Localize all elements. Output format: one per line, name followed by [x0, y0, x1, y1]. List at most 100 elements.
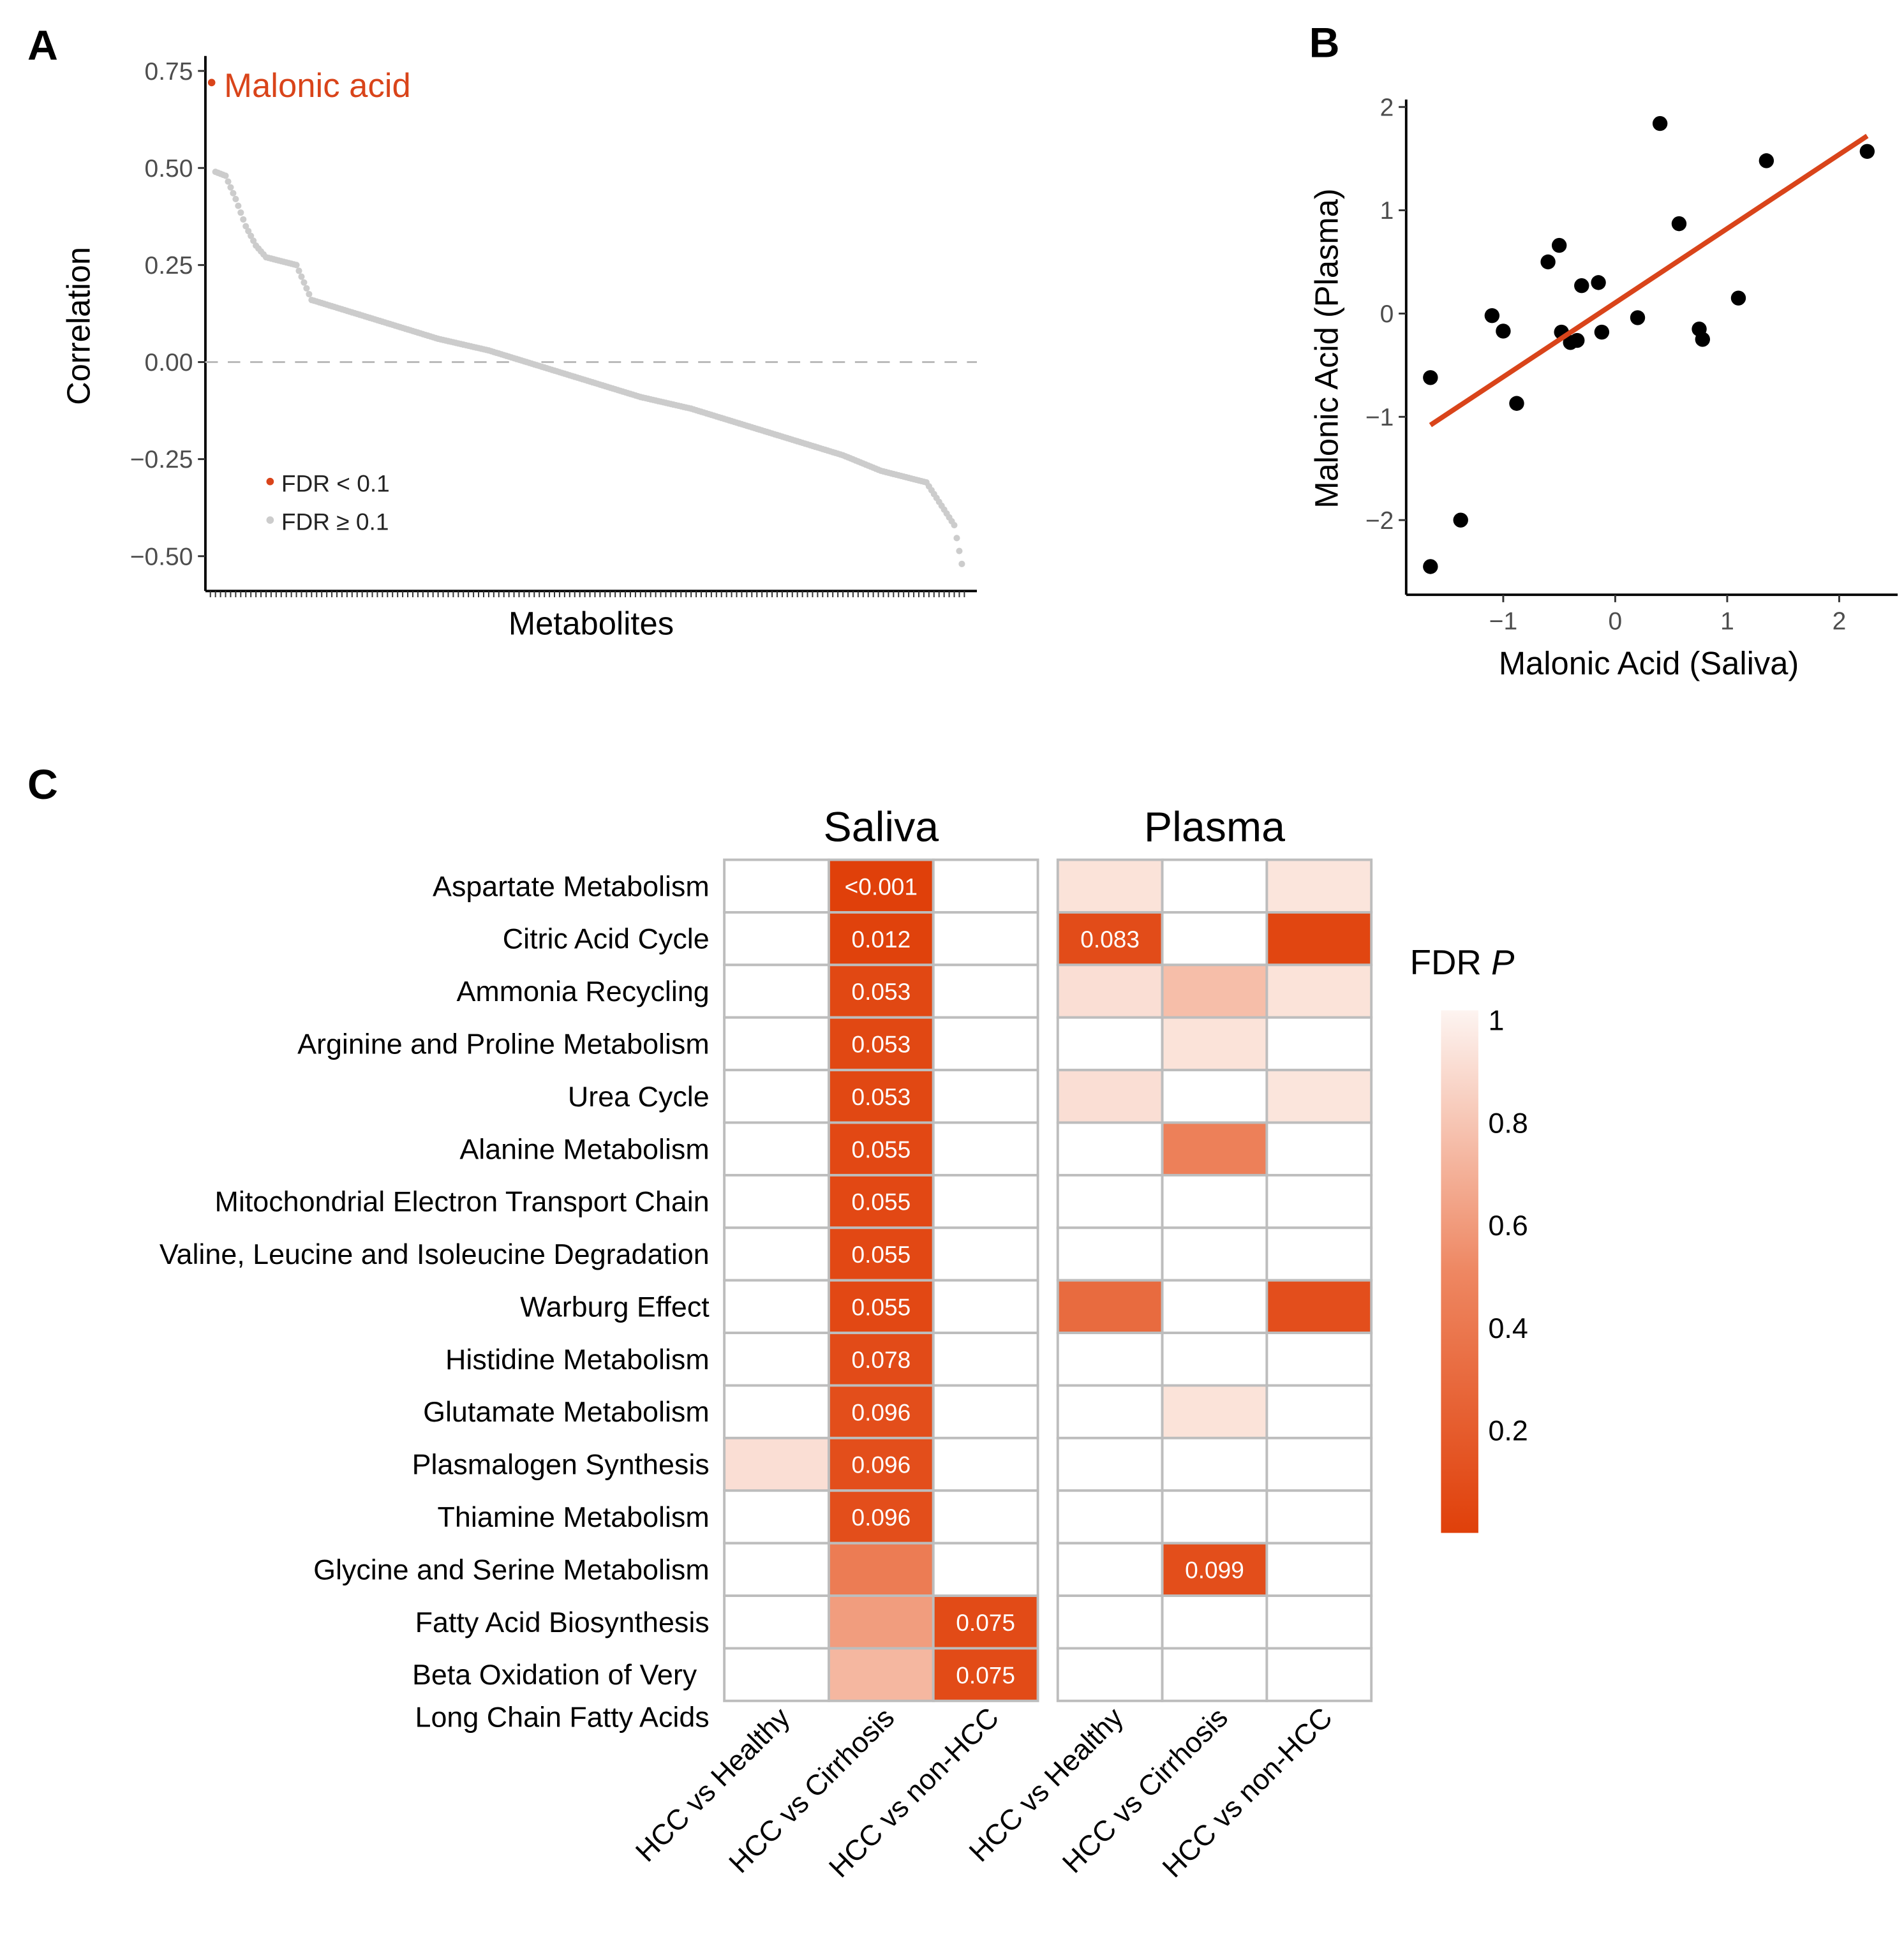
- heatmap-cell: [1265, 1121, 1373, 1177]
- cell-value-label: 0.055: [851, 1189, 911, 1215]
- cell-value-label: 0.075: [956, 1609, 1015, 1636]
- data-point: [1652, 115, 1668, 131]
- y-axis-title: Malonic Acid (Plasma): [1309, 188, 1345, 508]
- data-point: [1695, 332, 1711, 347]
- heatmap-cell: [1265, 1016, 1373, 1072]
- heatmap-cell: [932, 858, 1039, 914]
- heatmap-cell: [723, 1226, 830, 1282]
- heatmap-cell: [932, 1016, 1039, 1072]
- heatmap-cell: [723, 1173, 830, 1229]
- heatmap-cell: [1056, 1594, 1164, 1650]
- metabolite-point: [293, 262, 300, 269]
- data-point: [1630, 310, 1646, 325]
- data-point: [1570, 332, 1585, 348]
- heatmap-cell: [932, 1332, 1039, 1387]
- heatmap-cell: [827, 1594, 935, 1650]
- group-title-saliva: Saliva: [824, 803, 939, 850]
- heatmap-cell: [1056, 1384, 1164, 1439]
- malonic-acid-point: [207, 78, 216, 87]
- y-tick-label: −2: [1365, 507, 1394, 535]
- legend-tick-label: 0.6: [1489, 1209, 1528, 1242]
- heatmap-cell: [1161, 1173, 1268, 1229]
- heatmap-cell: [1265, 858, 1373, 914]
- heatmap-cell: [1265, 1226, 1373, 1282]
- heatmap-cell: [1265, 1384, 1373, 1439]
- heatmap-cell: [1161, 1436, 1268, 1492]
- row-label: Fatty Acid Biosynthesis: [415, 1606, 710, 1638]
- metabolite-point: [956, 547, 963, 554]
- heatmap-cell: [932, 963, 1039, 1019]
- heatmap-cell: [1265, 1647, 1373, 1702]
- row-label: Aspartate Metabolism: [433, 870, 710, 902]
- y-tick-label: −1: [1365, 404, 1394, 431]
- panel-b-scatter-plot: −1 0 1 2 2 1 0 −1 −2 Malonic Acid (Saliva) Malonic…: [1309, 94, 1898, 681]
- heatmap-cell: [723, 910, 830, 967]
- y-tick-label: 0.75: [145, 58, 193, 85]
- legend-tick-label: 0.4: [1489, 1312, 1528, 1344]
- legend-tick-label: 1: [1489, 1004, 1505, 1037]
- heatmap-cell: [827, 1489, 935, 1545]
- heatmap-cell: [1161, 1016, 1268, 1072]
- heatmap-cell: [723, 963, 830, 1019]
- heatmap-cell: [1161, 1489, 1268, 1545]
- heatmap-cell: [1056, 963, 1164, 1019]
- x-tick-label: 2: [1833, 608, 1847, 635]
- heatmap-cell: [827, 963, 935, 1019]
- cell-value-label: 0.055: [851, 1241, 911, 1268]
- heatmap-cell: [1161, 1384, 1268, 1439]
- x-axis-title: Malonic Acid (Saliva): [1499, 645, 1799, 681]
- metabolite-point: [222, 172, 229, 179]
- heatmap-cell: [723, 1121, 830, 1177]
- group-title-plasma: Plasma: [1144, 803, 1285, 850]
- heatmap-cell: [723, 858, 830, 914]
- heatmap-cell: [1161, 910, 1268, 967]
- metabolite-point: [225, 178, 232, 185]
- y-axis-title: Correlation: [61, 247, 97, 405]
- heatmap-cell: [1161, 963, 1268, 1019]
- regression-line: [1429, 133, 1869, 427]
- heatmap-cell: [1056, 858, 1164, 914]
- y-tick-label: −0.50: [130, 543, 193, 570]
- cell-value-label: 0.083: [1080, 926, 1140, 953]
- metabolite-point: [953, 535, 960, 542]
- cell-value-label: 0.012: [851, 926, 911, 953]
- malonic-acid-label: Malonic acid: [224, 67, 411, 105]
- legend-tick-label: 0.8: [1489, 1106, 1528, 1139]
- heatmap-cell: [1161, 1279, 1268, 1335]
- y-tick-label: 2: [1380, 94, 1394, 121]
- data-point: [1574, 278, 1589, 293]
- panel-c-heatmap: Saliva <0.001 0.012 0.053 0.053 0.053 0.055 0.0…: [160, 803, 1528, 1883]
- row-label: Long Chain Fatty Acids: [415, 1701, 710, 1734]
- heatmap-cell: [827, 1173, 935, 1229]
- cell-value-label: 0.096: [851, 1452, 911, 1478]
- data-point: [1423, 559, 1438, 574]
- legend-tick-label: 0.2: [1489, 1414, 1528, 1446]
- heatmap-cell: [1161, 858, 1268, 914]
- heatmap-cell: [723, 1489, 830, 1545]
- heatmap-cell: [723, 1647, 830, 1702]
- metabolite-point: [298, 273, 305, 280]
- row-label: Glutamate Metabolism: [423, 1395, 710, 1428]
- heatmap-cell: [1161, 1332, 1268, 1387]
- metabolite-point: [951, 521, 958, 529]
- metabolite-point: [235, 202, 242, 209]
- metabolite-point: [250, 237, 257, 244]
- heatmap-cell: [827, 1332, 935, 1387]
- heatmap-cell: [932, 1069, 1039, 1124]
- metabolite-point: [227, 184, 234, 191]
- data-point: [1453, 512, 1468, 528]
- heatmap-cell: [723, 1279, 830, 1335]
- heatmap-cell: [723, 1384, 830, 1439]
- panel-label-a: A: [27, 22, 58, 70]
- heatmap-cell: [1265, 1332, 1373, 1387]
- heatmap-cell: [932, 1384, 1039, 1439]
- row-label: Citric Acid Cycle: [503, 923, 710, 955]
- heatmap-cell: [932, 1647, 1039, 1702]
- cell-value-label: 0.075: [956, 1661, 1015, 1688]
- heatmap-cell: [1056, 1541, 1164, 1597]
- heatmap-cell: [1056, 1173, 1164, 1229]
- metabolite-point: [242, 223, 249, 230]
- data-point: [1509, 396, 1524, 411]
- heatmap-cell: [1056, 1647, 1164, 1702]
- metabolite-point: [295, 267, 302, 274]
